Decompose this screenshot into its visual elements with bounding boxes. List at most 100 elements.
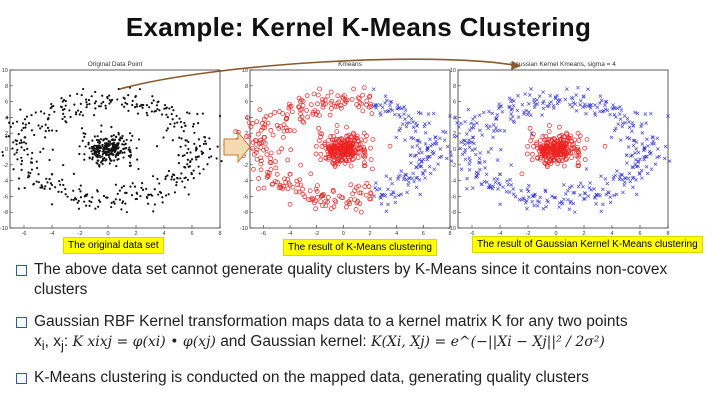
data-point-blue: [527, 102, 531, 106]
data-point-red: [354, 185, 359, 190]
data-point-red: [342, 156, 348, 162]
data-point: [91, 139, 94, 142]
data-point-blue: [598, 94, 603, 99]
bullet-2-text: Gaussian RBF Kernel transformation maps …: [34, 313, 628, 330]
data-point: [62, 112, 65, 115]
data-point: [98, 164, 101, 167]
data-point: [112, 134, 115, 137]
data-point: [94, 90, 97, 94]
data-point: [131, 103, 134, 107]
data-point-blue: [647, 149, 652, 154]
curve-arrow-head-icon: [511, 61, 521, 70]
data-point: [22, 126, 25, 130]
data-point-blue: [657, 154, 662, 159]
data-point-red: [326, 146, 331, 151]
data-point-blue: [550, 194, 554, 198]
data-point-blue: [423, 122, 427, 126]
data-point-red: [268, 112, 273, 118]
data-point: [39, 110, 43, 113]
data-point-red: [278, 185, 284, 190]
data-point-blue: [478, 160, 482, 165]
data-point-blue: [529, 113, 533, 118]
data-point: [93, 102, 96, 105]
data-point: [156, 177, 159, 181]
data-point: [95, 138, 99, 142]
data-point: [127, 94, 130, 97]
data-point: [181, 154, 184, 158]
data-point-blue: [433, 135, 438, 140]
data-point: [118, 138, 121, 141]
data-point: [101, 152, 105, 156]
data-point-red: [257, 107, 263, 112]
data-point-blue: [466, 141, 470, 145]
data-point-blue: [522, 112, 526, 117]
data-point: [170, 175, 174, 178]
data-point-red: [264, 174, 270, 180]
data-point-blue: [459, 121, 463, 126]
data-point-blue: [509, 112, 514, 116]
data-point-blue: [388, 107, 393, 111]
data-point-blue: [545, 198, 549, 203]
data-point: [30, 168, 34, 171]
data-point: [101, 162, 104, 165]
data-point-blue: [495, 158, 500, 162]
data-point-red: [285, 112, 290, 118]
data-point: [104, 137, 107, 140]
data-point: [133, 106, 137, 109]
data-point-blue: [434, 141, 439, 146]
data-point-blue: [651, 139, 656, 143]
data-point-blue: [634, 164, 639, 169]
data-point-blue: [414, 165, 418, 169]
data-point: [147, 202, 150, 205]
data-point-blue: [467, 155, 472, 160]
data-point: [166, 174, 169, 177]
data-point-red: [245, 115, 250, 120]
data-point-blue: [571, 191, 575, 195]
y-tick-label: 6: [245, 100, 248, 106]
data-point: [72, 198, 75, 201]
data-point-red: [575, 154, 581, 160]
data-point: [43, 136, 47, 139]
data-point-blue: [411, 125, 416, 129]
data-point-red: [334, 103, 339, 109]
data-point-red: [575, 160, 581, 166]
data-point-red: [323, 101, 328, 107]
data-point: [129, 154, 133, 157]
data-point: [124, 101, 127, 104]
data-point: [20, 168, 23, 171]
data-point-blue: [504, 189, 509, 194]
data-point-blue: [398, 115, 403, 119]
data-point: [50, 102, 53, 106]
data-point-blue: [414, 121, 418, 125]
data-point-blue: [402, 105, 407, 109]
data-point: [91, 158, 94, 161]
data-point-blue: [516, 93, 520, 98]
data-point-blue: [430, 142, 435, 147]
data-point-red: [332, 143, 338, 149]
data-point: [111, 146, 115, 149]
data-point: [123, 105, 126, 108]
data-point: [19, 108, 22, 111]
data-point-red: [331, 161, 336, 167]
data-point-blue: [520, 198, 524, 202]
data-point-red: [315, 92, 321, 98]
data-point: [62, 183, 65, 187]
data-point: [55, 129, 58, 132]
data-point-blue: [470, 135, 475, 140]
data-point-blue: [511, 99, 516, 103]
data-point: [110, 126, 113, 129]
data-point-red: [317, 112, 322, 118]
data-point: [215, 157, 218, 160]
data-point: [184, 176, 187, 179]
data-point: [82, 87, 85, 91]
data-point: [82, 132, 85, 135]
data-point-blue: [608, 195, 613, 200]
data-point: [117, 157, 120, 161]
data-point-blue: [581, 197, 586, 201]
data-point-red: [270, 132, 276, 138]
y-tick-label: 2: [453, 131, 456, 137]
data-point-red: [296, 189, 302, 195]
data-point: [145, 104, 149, 107]
data-point-blue: [595, 193, 599, 197]
data-point-blue: [614, 126, 618, 131]
